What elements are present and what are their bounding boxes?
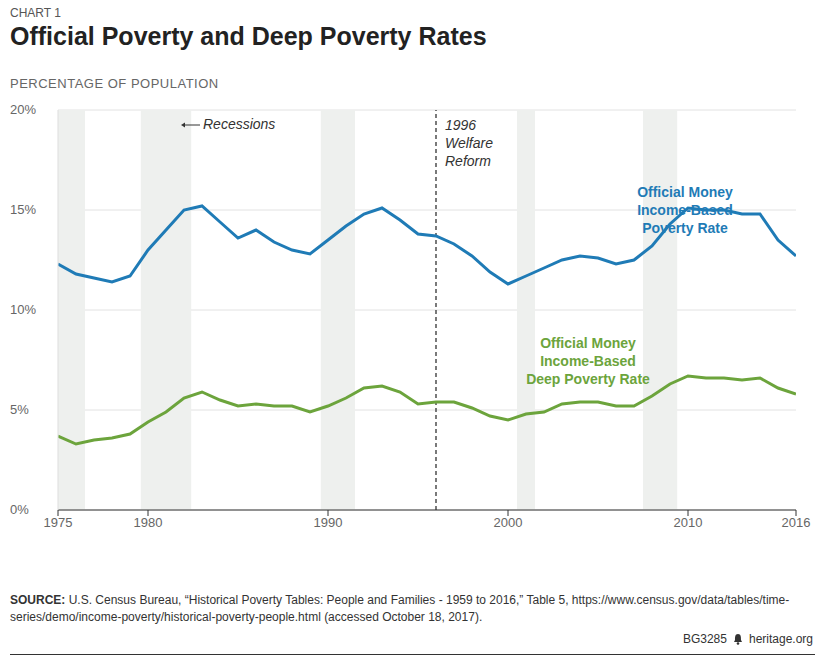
html-text:Welfare: Welfare [445, 135, 493, 151]
svg-text:1990: 1990 [314, 515, 343, 530]
svg-text:10%: 10% [10, 302, 36, 317]
html-text:BG3285: BG3285 [682, 632, 727, 646]
svg-text:20%: 20% [10, 102, 36, 117]
html-text:CHART 1: CHART 1 [10, 6, 61, 20]
svg-text:1975: 1975 [44, 515, 73, 530]
html-text:PERCENTAGE OF POPULATION: PERCENTAGE OF POPULATION [10, 76, 219, 91]
html-text:Official Money Income-Based Po: Official Money Income-Based Poverty Rate [637, 184, 733, 236]
svg-text:15%: 15% [10, 202, 36, 217]
svg-text:2016: 2016 [782, 515, 811, 530]
html-text:heritage.org: heritage.org [749, 632, 813, 646]
html-text:SOURCE: U.S. Census Bureau, “H: SOURCE: U.S. Census Bureau, “Historical … [10, 593, 790, 624]
svg-text:2010: 2010 [674, 515, 703, 530]
svg-text:0%: 0% [10, 502, 29, 517]
html-text:Reform: Reform [445, 153, 491, 169]
html-text:Official Poverty and Deep Pove: Official Poverty and Deep Poverty Rates [10, 22, 487, 50]
html-text:Official Money Income-Based De: Official Money Income-Based Deep Poverty… [526, 335, 650, 387]
html-text:1996: 1996 [445, 117, 477, 133]
svg-text:2000: 2000 [494, 515, 523, 530]
html-text:Recessions: Recessions [203, 116, 276, 132]
svg-text:5%: 5% [10, 402, 29, 417]
svg-text:1980: 1980 [134, 515, 163, 530]
